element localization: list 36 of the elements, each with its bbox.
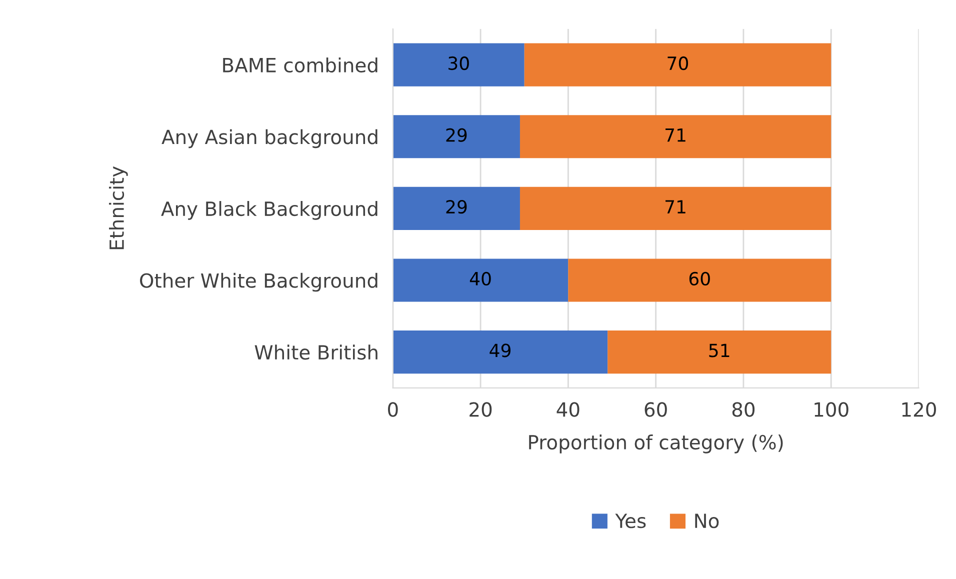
bar xyxy=(392,186,520,230)
data-label: 29 xyxy=(446,200,467,214)
data-label: 70 xyxy=(668,56,688,70)
data-label: 51 xyxy=(709,344,730,358)
data-label: 49 xyxy=(490,344,510,358)
x-tick-label: 20 xyxy=(470,402,492,417)
x-tick-label: 100 xyxy=(814,402,848,417)
y-tick-label: Other White Background xyxy=(140,272,378,292)
x-tick-label: 0 xyxy=(388,402,398,417)
bar xyxy=(392,43,524,86)
bar xyxy=(392,258,568,302)
bar xyxy=(392,115,520,158)
x-tick-label: 60 xyxy=(644,402,667,417)
x-tick-label: 80 xyxy=(732,402,755,417)
y-tick-label: BAME combined xyxy=(223,57,378,73)
data-label: 30 xyxy=(448,56,469,70)
data-label: 40 xyxy=(470,272,491,286)
y-axis-title: Ethnicity xyxy=(108,166,128,250)
x-axis-title: Proportion of category (%) xyxy=(529,434,783,454)
x-tick-label: 120 xyxy=(902,402,936,417)
bar xyxy=(520,115,832,158)
bar xyxy=(392,330,608,374)
bar xyxy=(568,258,832,302)
data-label: 29 xyxy=(446,128,467,142)
y-tick-label: Any Asian background xyxy=(162,129,378,148)
bar xyxy=(608,330,832,374)
y-tick-label: Any Black Background xyxy=(161,201,378,220)
data-label: 71 xyxy=(666,128,686,142)
legend-label: No xyxy=(695,514,719,528)
data-label: 71 xyxy=(666,200,686,214)
x-tick-label: 40 xyxy=(556,402,580,417)
data-label: 60 xyxy=(689,272,710,286)
legend-label: Yes xyxy=(615,514,646,528)
bar xyxy=(524,43,832,86)
y-tick-label: White British xyxy=(254,344,378,360)
bar xyxy=(520,186,832,230)
